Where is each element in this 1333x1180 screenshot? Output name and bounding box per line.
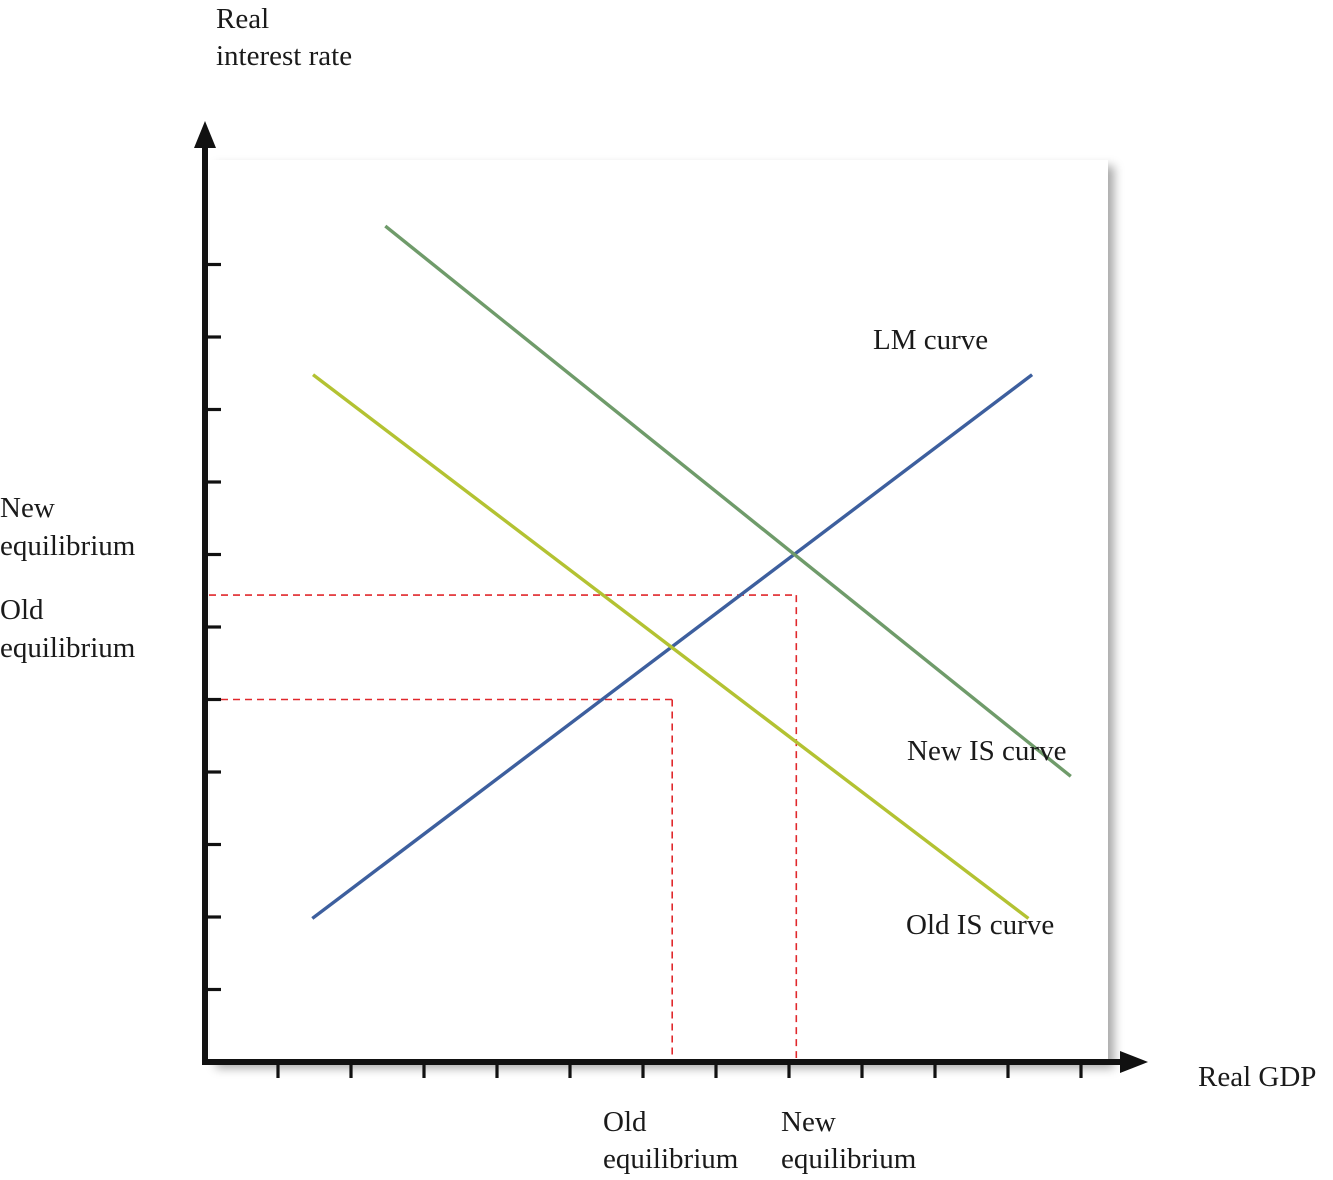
old-equilibrium-y-label: Old equilibrium <box>0 594 136 664</box>
new-equilibrium-x-label: New equilibrium <box>781 1106 917 1175</box>
x-axis-label: Real GDP <box>1198 1061 1316 1093</box>
y-axis-label: Real interest rate <box>216 3 352 72</box>
new-is-curve-label-line: New IS curve <box>907 735 1066 767</box>
new-equilibrium-y-label: New equilibrium <box>0 492 136 562</box>
new-equilibrium-x-label-line: equilibrium <box>781 1143 917 1175</box>
new-is-curve-label: New IS curve <box>907 735 1066 767</box>
new-is-curve-line <box>384 224 1072 778</box>
new-equilibrium-y-label-line: New <box>0 492 55 524</box>
y-axis-label-line: interest rate <box>216 40 352 72</box>
new-equilibrium-y-label-line: equilibrium <box>0 530 136 562</box>
old-equilibrium-x-label-line: Old <box>603 1106 647 1138</box>
x-axis-label-line: Real GDP <box>1198 1061 1316 1093</box>
old-equilibrium-y-label-line: equilibrium <box>0 632 136 664</box>
new-equilibrium-x-label-line: New <box>781 1106 836 1138</box>
x-axis-arrow-icon <box>1120 1051 1148 1073</box>
plot-panel <box>210 160 1108 1062</box>
old-equilibrium-x-label-line: equilibrium <box>603 1143 739 1175</box>
old-is-curve-label: Old IS curve <box>906 909 1054 941</box>
old-is-curve-label-line: Old IS curve <box>906 909 1054 941</box>
lm-curve-label-line: LM curve <box>873 324 988 356</box>
old-equilibrium-x-label: Old equilibrium <box>603 1106 739 1175</box>
old-is-curve-line <box>312 373 1030 920</box>
lm-curve-label: LM curve <box>873 324 988 356</box>
y-axis-arrow-icon <box>194 121 216 148</box>
old-equilibrium-y-label-line: Old <box>0 594 44 626</box>
y-axis-label-line: Real <box>216 3 269 35</box>
